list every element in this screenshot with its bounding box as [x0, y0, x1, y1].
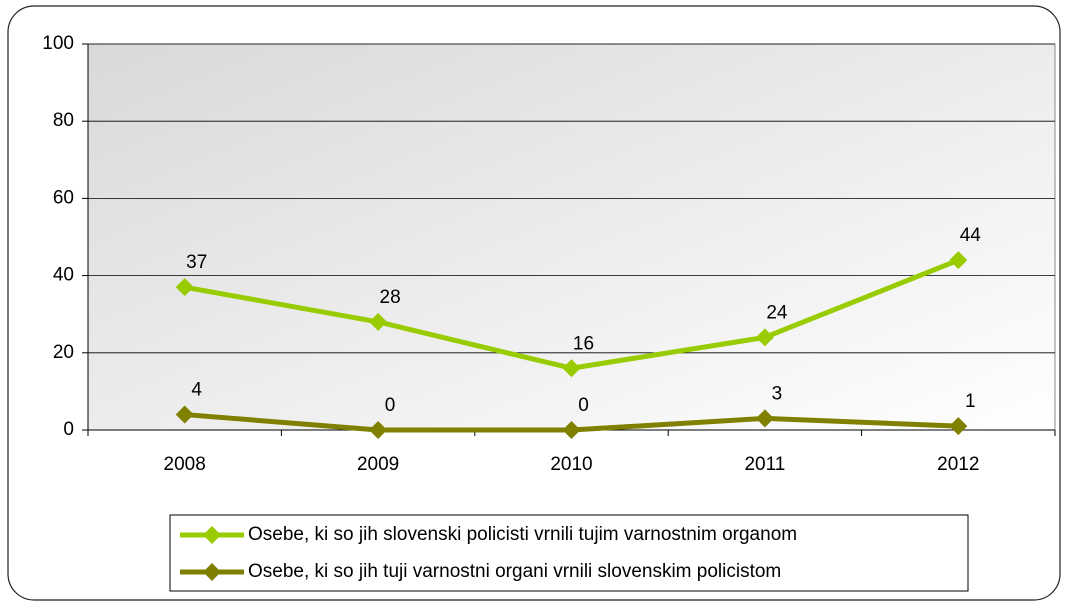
data-label: 16	[573, 333, 594, 354]
y-tick-label: 80	[53, 110, 74, 131]
data-label: 3	[772, 383, 783, 404]
marker	[369, 421, 388, 439]
marker	[949, 251, 968, 270]
marker	[369, 312, 388, 331]
y-tick-label: 40	[53, 265, 74, 286]
x-tick-label: 2011	[744, 454, 785, 475]
data-label: 0	[578, 395, 589, 416]
data-label: 1	[965, 391, 976, 412]
x-tick-label: 2009	[357, 454, 399, 475]
marker	[175, 405, 194, 424]
legend-label: Osebe, ki so jih tuji varnostni organi v…	[248, 561, 781, 582]
data-label: 24	[766, 302, 788, 323]
y-tick-label: 20	[53, 342, 74, 363]
y-tick-label: 60	[53, 187, 74, 208]
x-tick-label: 2012	[937, 454, 979, 475]
x-tick-label: 2010	[550, 454, 592, 475]
y-tick-label: 0	[63, 419, 74, 440]
marker	[562, 421, 581, 439]
marker	[755, 328, 774, 347]
marker	[175, 278, 194, 297]
x-tick-label: 2008	[164, 454, 206, 475]
marker	[755, 409, 774, 428]
data-label: 0	[385, 395, 396, 416]
y-tick-label: 100	[42, 33, 74, 54]
data-label: 28	[380, 287, 401, 308]
legend-marker	[203, 526, 221, 544]
legend-label: Osebe, ki so jih slovenski policisti vrn…	[248, 524, 797, 545]
marker	[949, 417, 968, 436]
data-label: 4	[191, 380, 202, 401]
data-label: 44	[960, 225, 982, 246]
marker	[562, 359, 581, 378]
data-label: 37	[186, 252, 207, 273]
legend-box	[169, 514, 969, 592]
legend-marker	[203, 563, 221, 581]
